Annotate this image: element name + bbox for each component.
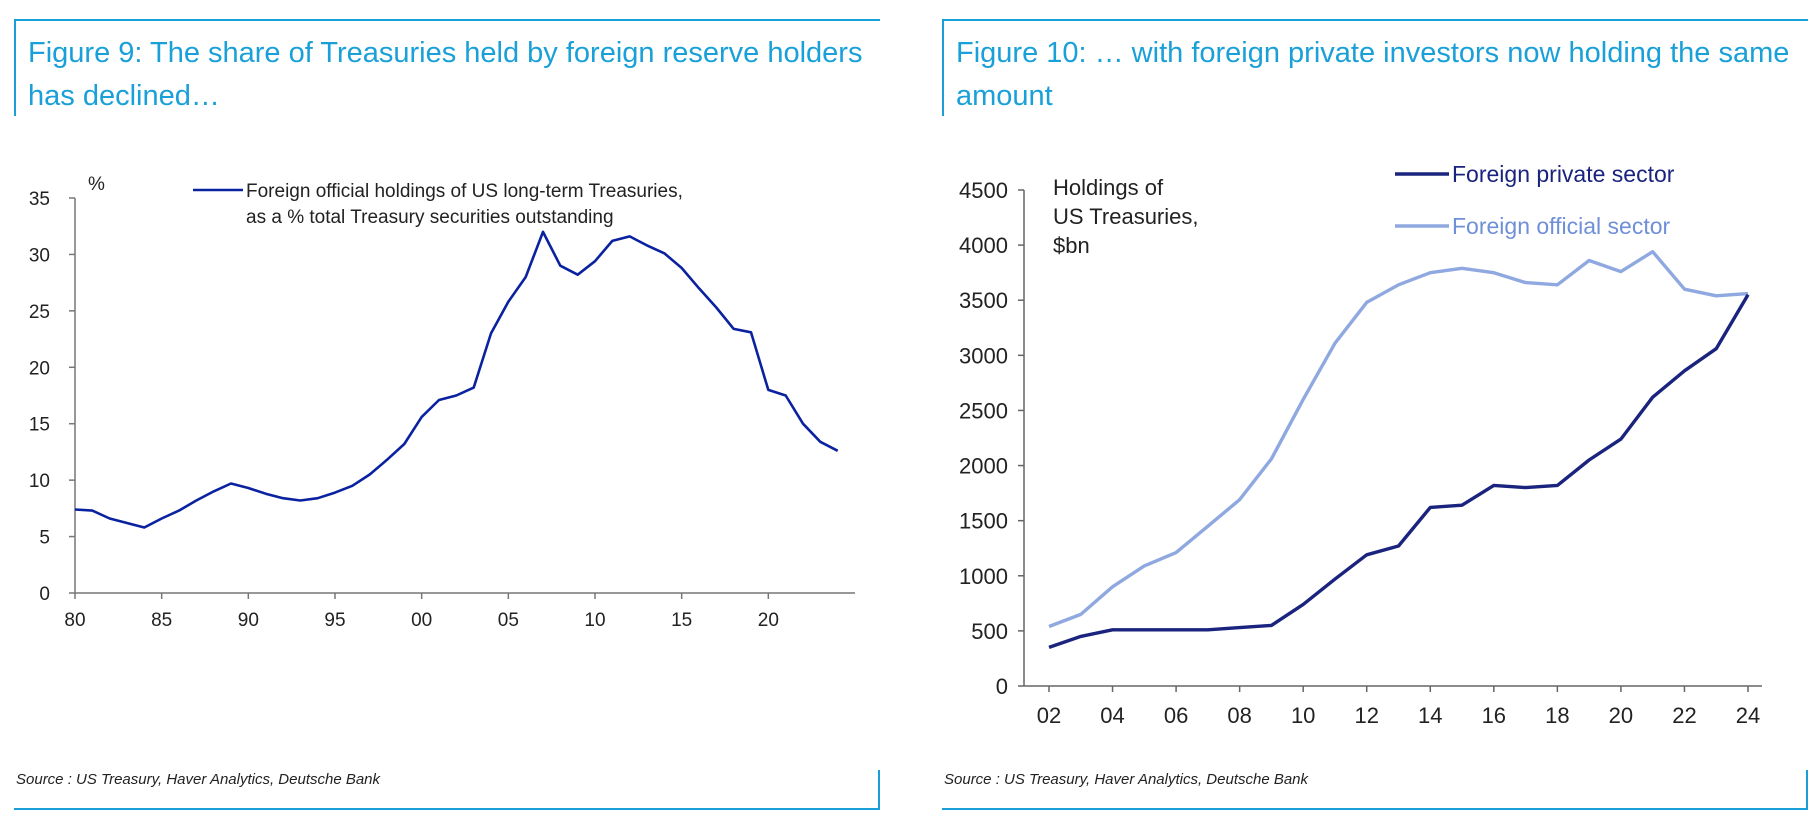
header-rule: [14, 19, 880, 21]
header-rule: [942, 19, 1808, 21]
series-line-foreign-official-sector: [1048, 249, 1749, 629]
figure-10-panel: Figure 10: … with foreign private invest…: [928, 0, 1808, 832]
y-axis-unit: %: [88, 174, 105, 195]
x-tick-label: 15: [671, 610, 692, 631]
x-tick-label: 85: [151, 610, 172, 631]
legend-label-line-1: Foreign official holdings of US long-ter…: [246, 181, 683, 202]
legend-label-foreign-official-sector: Foreign official sector: [1452, 213, 1671, 239]
y-tick-label: 2500: [959, 398, 1008, 423]
figure-10-title: Figure 10: … with foreign private invest…: [956, 37, 1790, 112]
y-tick-label: 500: [971, 619, 1008, 644]
y-tick-label: 0: [39, 584, 50, 605]
annotation-line: $bn: [1053, 233, 1090, 258]
legend-label-line-2: as a % total Treasury securities outstan…: [246, 207, 614, 228]
x-tick-label: 06: [1164, 703, 1188, 728]
x-tick-label: 95: [324, 610, 345, 631]
x-tick-label: 05: [498, 610, 519, 631]
y-tick-label: 1000: [959, 564, 1008, 589]
y-tick-label: 1500: [959, 509, 1008, 534]
x-tick-label: 24: [1736, 703, 1760, 728]
x-tick-label: 14: [1418, 703, 1442, 728]
y-tick-label: 25: [29, 302, 50, 323]
series-line-foreign-private-sector: [1048, 293, 1750, 650]
x-tick-label: 04: [1100, 703, 1124, 728]
x-tick-label: 22: [1672, 703, 1696, 728]
figure-9-title: Figure 9: The share of Treasuries held b…: [28, 37, 863, 112]
y-tick-label: 5: [39, 528, 50, 549]
y-tick-label: 10: [29, 471, 50, 492]
y-tick-label: 4500: [959, 178, 1008, 203]
y-tick-label: 3000: [959, 343, 1008, 368]
y-tick-label: 3500: [959, 288, 1008, 313]
y-tick-label: 20: [29, 358, 50, 379]
y-tick-label: 2000: [959, 454, 1008, 479]
figure-9-panel: Figure 9: The share of Treasuries held b…: [0, 0, 880, 832]
x-tick-label: 16: [1482, 703, 1506, 728]
x-tick-label: 00: [411, 610, 432, 631]
figure-10-chart: 0 500 1000 1500 2000 2500 3000 3500 4000 4500 02 04…: [959, 161, 1762, 728]
figure-10-source: Source : US Treasury, Haver Analytics, D…: [944, 771, 1309, 788]
series-line-foreign-official-holdings: [74, 230, 839, 529]
footer-rule: [14, 808, 880, 810]
legend-label-foreign-private-sector: Foreign private sector: [1452, 161, 1675, 187]
header-side-rule: [14, 19, 16, 116]
annotation-line: Holdings of: [1053, 175, 1164, 200]
figure-9-source: Source : US Treasury, Haver Analytics, D…: [16, 771, 381, 788]
y-tick-label: 30: [29, 245, 50, 266]
x-tick-label: 12: [1354, 703, 1378, 728]
header-side-rule: [942, 19, 944, 116]
x-tick-label: 02: [1037, 703, 1061, 728]
annotation-line: US Treasuries,: [1053, 204, 1199, 229]
footer-side-rule: [878, 770, 880, 810]
footer-side-rule: [1806, 770, 1808, 810]
x-tick-label: 08: [1227, 703, 1251, 728]
footer-rule: [942, 808, 1808, 810]
x-tick-label: 90: [238, 610, 259, 631]
x-tick-label: 10: [1291, 703, 1315, 728]
y-tick-label: 35: [29, 189, 50, 210]
y-tick-label: 4000: [959, 233, 1008, 258]
y-tick-label: 15: [29, 415, 50, 436]
y-tick-label: 0: [996, 674, 1008, 699]
x-tick-label: 20: [1609, 703, 1633, 728]
x-tick-label: 10: [584, 610, 605, 631]
x-tick-label: 18: [1545, 703, 1569, 728]
x-tick-label: 80: [64, 610, 85, 631]
x-tick-label: 20: [758, 610, 779, 631]
